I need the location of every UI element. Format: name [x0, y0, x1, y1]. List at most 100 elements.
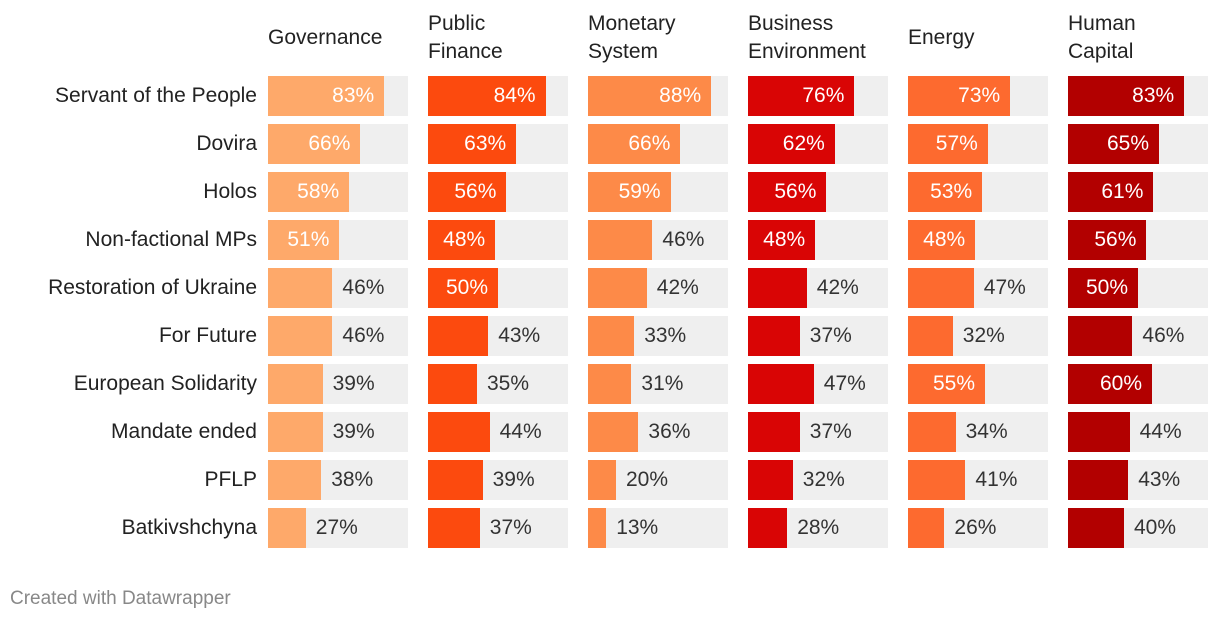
chart: Servant of the People Dovira Holos Non-fact…: [48, 10, 1218, 548]
data-label: 44%: [1139, 420, 1182, 443]
bar-track: 84%: [428, 76, 568, 116]
data-label: 65%: [1106, 132, 1149, 155]
data-label: 47%: [823, 372, 866, 395]
bar-track: 58%: [268, 172, 408, 212]
column-header-line: Monetary: [588, 12, 676, 35]
bar-track: 63%: [428, 124, 568, 164]
data-label: 53%: [930, 180, 973, 203]
bar: [268, 76, 385, 116]
bar-track: 56%: [748, 172, 888, 212]
bar-track: 55%: [908, 364, 1048, 404]
data-label: 62%: [782, 132, 825, 155]
bar-track: 32%: [908, 316, 1048, 356]
data-label: 84%: [493, 84, 536, 107]
bar: [268, 316, 333, 356]
bar-track: 26%: [908, 508, 1048, 548]
data-label: 40%: [1134, 516, 1177, 539]
bar-track: 41%: [908, 460, 1048, 500]
bar-track: 83%: [268, 76, 408, 116]
bar: [1068, 316, 1133, 356]
bar-track: 66%: [268, 124, 408, 164]
bar-track: 48%: [908, 220, 1048, 260]
bar-track: 37%: [748, 316, 888, 356]
bar-track: 43%: [428, 316, 568, 356]
data-label: 58%: [297, 180, 340, 203]
bar-track: 13%: [588, 508, 728, 548]
data-label: 57%: [935, 132, 978, 155]
data-label: 56%: [774, 180, 817, 203]
column-header: Monetary System: [588, 10, 738, 66]
data-label: 88%: [659, 84, 702, 107]
bar-track: 57%: [908, 124, 1048, 164]
bar-track: 28%: [748, 508, 888, 548]
bar-track: 65%: [1068, 124, 1208, 164]
bar: [428, 268, 498, 308]
data-label: 76%: [802, 84, 845, 107]
data-label: 63%: [464, 132, 507, 155]
bar: [748, 172, 827, 212]
bar: [588, 412, 639, 452]
bar: [268, 412, 323, 452]
bar: [588, 124, 681, 164]
data-label: 39%: [492, 468, 535, 491]
bar: [1068, 172, 1154, 212]
column-header-line: Energy: [908, 26, 975, 49]
data-label: 39%: [332, 372, 375, 395]
data-label: 42%: [816, 276, 859, 299]
bar-track: 53%: [908, 172, 1048, 212]
row-label: Mandate ended: [111, 420, 257, 443]
data-label: 56%: [454, 180, 497, 203]
data-label: 48%: [923, 228, 966, 251]
bar: [588, 364, 632, 404]
bar-track: 56%: [1068, 220, 1208, 260]
bar: [908, 172, 983, 212]
bar: [428, 412, 490, 452]
column-header-line: Governance: [268, 26, 383, 49]
bar-track: 33%: [588, 316, 728, 356]
bar-track: 46%: [1068, 316, 1208, 356]
bar: [268, 220, 340, 260]
data-label: 46%: [662, 228, 705, 251]
data-label: 56%: [1094, 228, 1137, 251]
data-label: 46%: [342, 276, 385, 299]
bar: [748, 364, 814, 404]
column-header-line: Public: [428, 12, 486, 35]
data-label: 44%: [499, 420, 542, 443]
bar-track: 20%: [588, 460, 728, 500]
data-label: 50%: [445, 276, 488, 299]
data-label: 60%: [1099, 372, 1142, 395]
bar: [588, 76, 712, 116]
data-label: 61%: [1101, 180, 1144, 203]
data-label: 51%: [287, 228, 330, 251]
column-header: Public Finance: [428, 10, 578, 66]
footer-credit[interactable]: Created with Datawrapper: [10, 588, 231, 609]
bar-track: 51%: [268, 220, 408, 260]
bar-track: 37%: [428, 508, 568, 548]
column-header-line: Business: [748, 12, 834, 35]
data-label: 38%: [331, 468, 374, 491]
bar: [1068, 508, 1124, 548]
data-label: 66%: [308, 132, 351, 155]
bar-track: 83%: [1068, 76, 1208, 116]
bar-track: 42%: [748, 268, 888, 308]
bar: [428, 172, 507, 212]
bar-track: 44%: [428, 412, 568, 452]
bar-track: 39%: [268, 412, 408, 452]
bar: [1068, 220, 1147, 260]
bar-track: 60%: [1068, 364, 1208, 404]
bar-track: 47%: [748, 364, 888, 404]
data-label: 28%: [797, 516, 840, 539]
data-label: 26%: [954, 516, 997, 539]
data-label: 13%: [616, 516, 659, 539]
bar-track: 43%: [1068, 460, 1208, 500]
column-header: Governance: [268, 24, 418, 52]
row-label: Holos: [203, 180, 257, 203]
column-header: Human Capital: [1068, 10, 1218, 66]
bar-track: 76%: [748, 76, 888, 116]
bar: [908, 316, 953, 356]
bar: [908, 364, 985, 404]
bar-track: 31%: [588, 364, 728, 404]
bar: [588, 316, 635, 356]
bar: [908, 412, 956, 452]
column-header-line: Environment: [748, 40, 866, 63]
